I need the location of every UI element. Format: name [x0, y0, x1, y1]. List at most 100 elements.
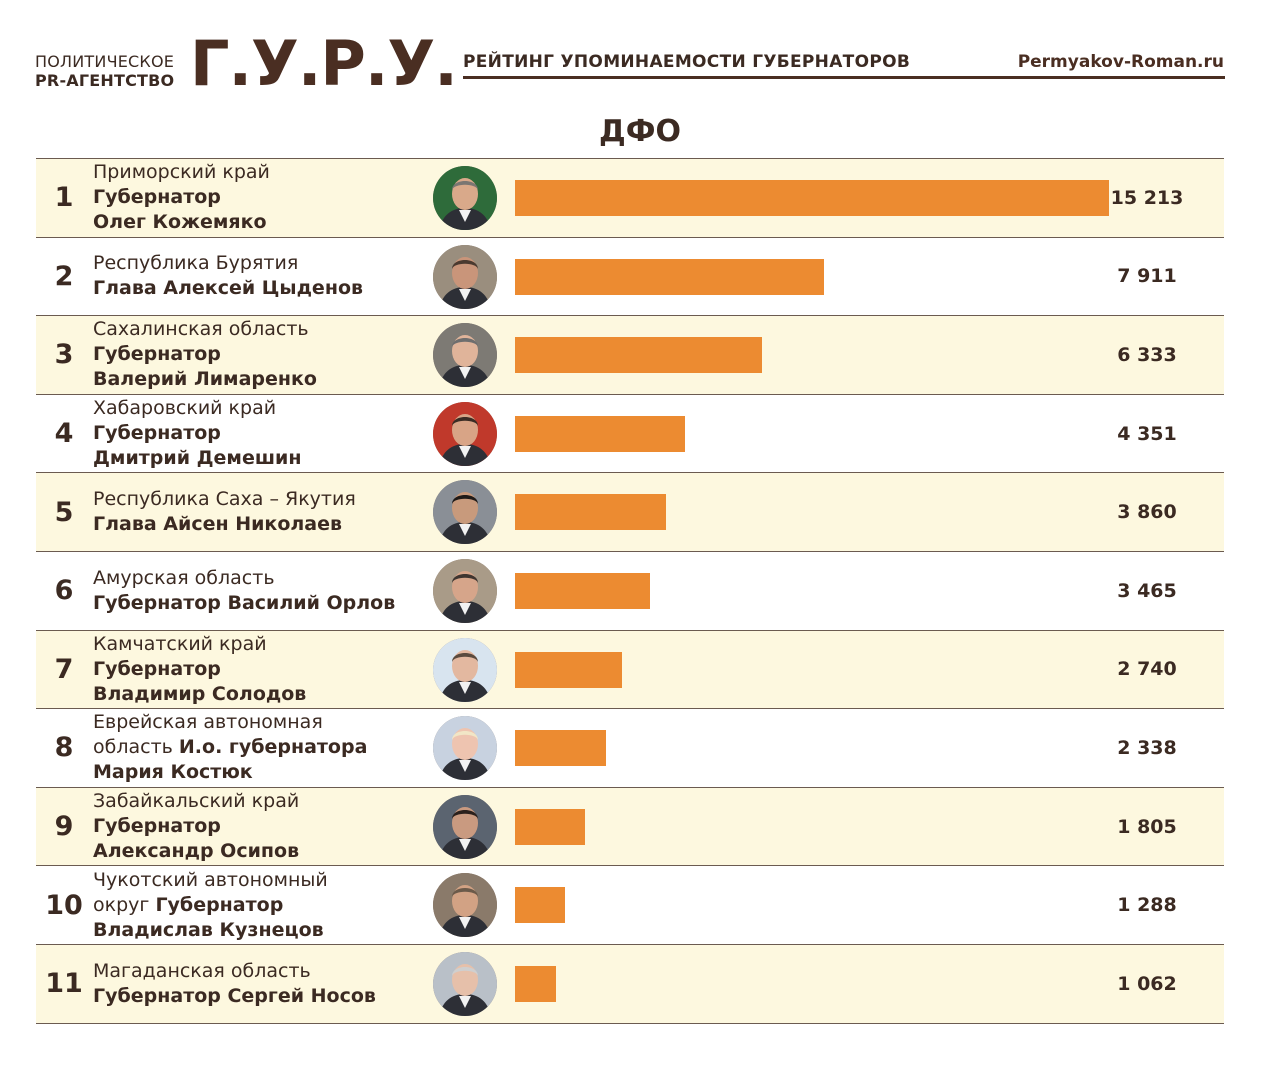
region-label: Забайкальский край Губернатор Александр Ос…	[93, 788, 433, 866]
mention-bar	[515, 572, 650, 609]
governor-portrait	[433, 951, 497, 1016]
region-name: Приморский край	[93, 161, 270, 184]
region-label: Еврейская автономная область И.о. губерна…	[93, 709, 433, 787]
region-name: Забайкальский край	[93, 790, 300, 813]
region-label: Хабаровский край Губернатор Дмитрий Демеши…	[93, 395, 433, 473]
agency-line-2: PR-АГЕНТСТВО	[35, 71, 175, 90]
rank-number: 5	[54, 496, 74, 528]
rank-number: 11	[45, 968, 83, 1000]
official-title: область И.о. губернатора	[93, 735, 367, 760]
region-name: Сахалинская область	[93, 318, 309, 341]
official-name: Александр Осипов	[93, 840, 300, 863]
official-title: Губернатор	[93, 185, 270, 210]
rank-number: 10	[45, 889, 83, 921]
official-title: Глава Алексей Цыденов	[93, 276, 363, 301]
governor-portrait	[433, 401, 497, 466]
header-divider	[463, 76, 1225, 79]
table-row: 10 Чукотский автономный округ Губернатор Вл…	[36, 866, 1224, 945]
mention-bar	[515, 965, 556, 1002]
rank-number: 4	[54, 418, 74, 450]
governor-portrait	[433, 166, 497, 230]
official-position: Губернатор Василий Орлов	[93, 591, 396, 614]
table-row: 8 Еврейская автономная область И.о. губерн…	[36, 709, 1224, 788]
official-title: Губернатор	[93, 342, 317, 367]
mention-count: 4 351	[1117, 422, 1177, 445]
table-row: 1 Приморский край Губернатор Олег Кожемяко 1…	[36, 159, 1224, 238]
official-title: Губернатор	[93, 421, 301, 446]
mention-bar	[515, 258, 824, 295]
governor-portrait	[433, 794, 497, 859]
mention-count: 1 805	[1117, 815, 1177, 838]
official-title: Губернатор Сергей Носов	[93, 984, 376, 1009]
rank-number: 7	[54, 653, 74, 685]
official-title: Губернатор	[93, 814, 299, 839]
region-name: Амурская область	[93, 566, 275, 589]
official-position: Губернатор	[93, 186, 221, 209]
rank-number: 8	[54, 732, 74, 764]
mention-count: 3 465	[1117, 579, 1177, 602]
region-label: Республика Саха – Якутия Глава Айсен Нико…	[93, 473, 433, 551]
section-title: ДФО	[599, 114, 681, 149]
region-label: Амурская область Губернатор Василий Орлов	[93, 552, 433, 630]
mention-bar	[515, 651, 622, 688]
governor-portrait	[433, 873, 497, 938]
rank-number: 3	[54, 339, 74, 371]
agency-label: ПОЛИТИЧЕСКОЕ PR-АГЕНТСТВО	[35, 52, 174, 90]
official-name: Владимир Солодов	[93, 682, 307, 705]
region-name: Хабаровский край	[93, 397, 277, 420]
mention-count: 3 860	[1117, 501, 1177, 524]
region-label: Камчатский край Губернатор Владимир Солодо…	[93, 631, 433, 709]
official-title: Глава Айсен Николаев	[93, 512, 356, 537]
rank-number: 2	[54, 260, 74, 292]
governor-portrait	[433, 244, 497, 309]
table-row: 9 Забайкальский край Губернатор Александр О…	[36, 787, 1224, 867]
table-row: 11 Магаданская область Губернатор Сергей Н…	[36, 944, 1224, 1024]
mention-count: 2 338	[1117, 736, 1177, 759]
rating-table: 1 Приморский край Губернатор Олег Кожемяко 1…	[36, 158, 1224, 1024]
official-name: Владислав Кузнецов	[93, 918, 324, 941]
governor-portrait	[433, 558, 497, 623]
region-label: Сахалинская область Губернатор Валерий Лим…	[93, 316, 433, 394]
table-row: 3 Сахалинская область Губернатор Валерий Ли…	[36, 316, 1224, 395]
region-name: Магаданская область	[93, 959, 311, 982]
official-position: Губернатор Сергей Носов	[93, 984, 376, 1007]
governor-portrait	[433, 480, 497, 545]
mention-bar	[515, 808, 585, 845]
table-row: 7 Камчатский край Губернатор Владимир Солод…	[36, 630, 1224, 710]
official-position: И.о. губернатора	[178, 736, 368, 759]
mention-bar	[515, 180, 1109, 216]
table-row: 5 Республика Саха – Якутия Глава Айсен Ник…	[36, 473, 1224, 552]
rank-number: 9	[54, 811, 74, 843]
table-row: 2 Республика Бурятия Глава Алексей Цыденов…	[36, 238, 1224, 317]
mention-count: 2 740	[1117, 658, 1177, 681]
guru-logo: Г.У.Р.У.	[190, 27, 458, 100]
site-link[interactable]: Permyakov-Roman.ru	[1017, 52, 1224, 72]
mention-count: 1 062	[1117, 972, 1177, 995]
region-name-continued: область	[93, 736, 179, 759]
region-name: Республика Саха – Якутия	[93, 488, 356, 511]
mention-bar	[515, 730, 606, 767]
region-name-continued: округ	[93, 893, 156, 916]
official-title: округ Губернатор	[93, 893, 328, 918]
region-label: Чукотский автономный округ Губернатор Влад…	[93, 866, 433, 944]
official-title: Губернатор Василий Орлов	[93, 591, 395, 616]
official-name: Мария Костюк	[93, 761, 253, 784]
mention-bar	[515, 415, 685, 452]
rank-number: 6	[54, 575, 74, 607]
table-row: 4 Хабаровский край Губернатор Дмитрий Демеш…	[36, 395, 1224, 474]
rating-title: РЕЙТИНГ УПОМИНАЕМОСТИ ГУБЕРНАТОРОВ	[463, 52, 911, 72]
table-row: 6 Амурская область Губернатор Василий Орло…	[36, 552, 1224, 631]
governor-portrait	[433, 637, 497, 702]
mention-bar	[515, 494, 666, 531]
governor-portrait	[433, 716, 497, 781]
official-position: Губернатор	[93, 657, 221, 680]
mention-count: 7 911	[1117, 265, 1177, 288]
official-name: Олег Кожемяко	[93, 211, 267, 234]
mention-bar	[515, 887, 565, 924]
official-position: Глава Алексей Цыденов	[93, 277, 364, 300]
region-name: Камчатский край	[93, 632, 267, 655]
agency-line-1: ПОЛИТИЧЕСКОЕ	[35, 52, 175, 71]
region-name: Республика Бурятия	[93, 252, 299, 275]
region-name: Чукотский автономный	[93, 868, 328, 891]
mention-count: 6 333	[1117, 343, 1177, 366]
